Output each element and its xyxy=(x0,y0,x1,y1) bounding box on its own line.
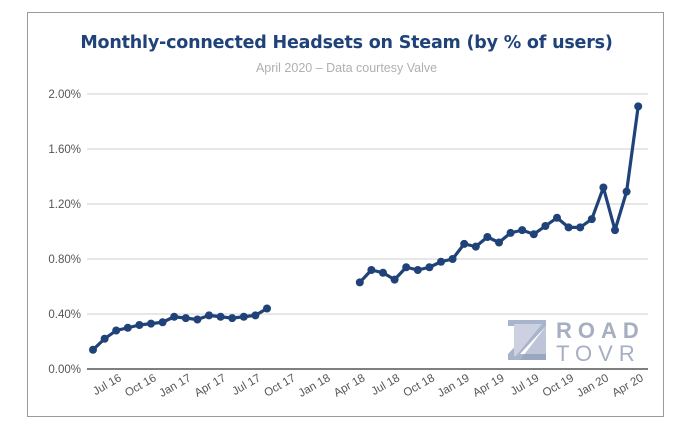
data-point xyxy=(553,213,561,222)
x-tick-label: Oct 19 xyxy=(541,372,576,399)
data-point xyxy=(147,319,155,328)
y-tick-label: 1.20% xyxy=(48,199,81,211)
data-point xyxy=(135,321,144,329)
data-point xyxy=(599,183,608,192)
data-point xyxy=(239,312,248,321)
data-point xyxy=(587,215,596,224)
data-point xyxy=(471,242,480,251)
x-tick-label: Jul 17 xyxy=(230,372,263,398)
x-tick-label: Jan 17 xyxy=(157,372,193,400)
x-tick-label: Jan 20 xyxy=(575,372,611,400)
data-point xyxy=(251,311,260,320)
data-point xyxy=(379,268,387,277)
series-layer xyxy=(89,102,643,354)
data-point xyxy=(483,233,492,241)
chart-title: Monthly-connected Headsets on Steam (by … xyxy=(80,33,613,53)
x-tick-label: Oct 16 xyxy=(123,372,158,399)
x-tick-label: Apr 18 xyxy=(332,372,367,399)
y-tick-label: 0.00% xyxy=(48,364,81,376)
data-point xyxy=(228,314,237,323)
data-point xyxy=(158,318,167,327)
data-point xyxy=(112,326,121,335)
series-line xyxy=(91,306,269,352)
gridlines xyxy=(87,93,648,370)
chart-subtitle: April 2020 – Data courtesy Valve xyxy=(255,61,438,75)
data-point xyxy=(622,187,631,196)
x-tick-label: Jan 18 xyxy=(297,372,333,400)
data-point xyxy=(263,304,271,313)
y-axis-ticks: 0.00% 0.40% 0.80% 1.20% 1.60% 2.00% xyxy=(48,89,81,376)
data-point xyxy=(100,334,109,343)
data-point xyxy=(193,315,202,324)
x-tick-label: Apr 17 xyxy=(193,372,228,399)
data-point xyxy=(506,228,515,237)
data-point xyxy=(576,223,585,232)
y-tick-label: 0.40% xyxy=(48,309,81,321)
data-point xyxy=(216,312,225,321)
x-tick-label: Jul 19 xyxy=(509,372,542,398)
data-point xyxy=(89,345,97,354)
data-point xyxy=(413,266,422,274)
data-point xyxy=(123,323,132,332)
roadtovr-logo-icon: ROAD TOVR xyxy=(508,318,645,364)
data-point xyxy=(205,311,213,320)
data-point xyxy=(634,102,643,111)
data-point xyxy=(518,226,527,235)
y-tick-label: 0.80% xyxy=(48,254,81,266)
data-point xyxy=(541,222,550,230)
data-point xyxy=(564,223,573,232)
data-point xyxy=(355,278,364,287)
data-point xyxy=(437,257,445,266)
data-point xyxy=(495,238,503,247)
x-tick-label: Apr 19 xyxy=(471,372,506,399)
x-tick-label: Oct 17 xyxy=(262,372,297,399)
x-tick-label: Oct 18 xyxy=(402,372,437,399)
data-point xyxy=(460,239,469,248)
data-point xyxy=(402,263,411,272)
series-line xyxy=(358,104,640,284)
data-point xyxy=(611,226,619,235)
x-tick-label: Jul 16 xyxy=(91,372,124,398)
logo-text-line1: ROAD xyxy=(556,318,645,343)
x-tick-label: Jul 18 xyxy=(370,372,403,398)
data-point xyxy=(448,255,457,263)
y-tick-label: 2.00% xyxy=(48,89,81,101)
x-tick-label: Jan 19 xyxy=(436,372,472,400)
logo-text-line2: TOVR xyxy=(556,341,641,364)
data-point xyxy=(529,230,538,239)
data-point xyxy=(170,312,179,321)
y-tick-label: 1.60% xyxy=(48,144,81,156)
data-point xyxy=(425,263,434,272)
x-tick-label: Apr 20 xyxy=(610,372,645,399)
data-point xyxy=(181,314,190,323)
data-point xyxy=(367,266,376,274)
data-point xyxy=(390,275,399,284)
